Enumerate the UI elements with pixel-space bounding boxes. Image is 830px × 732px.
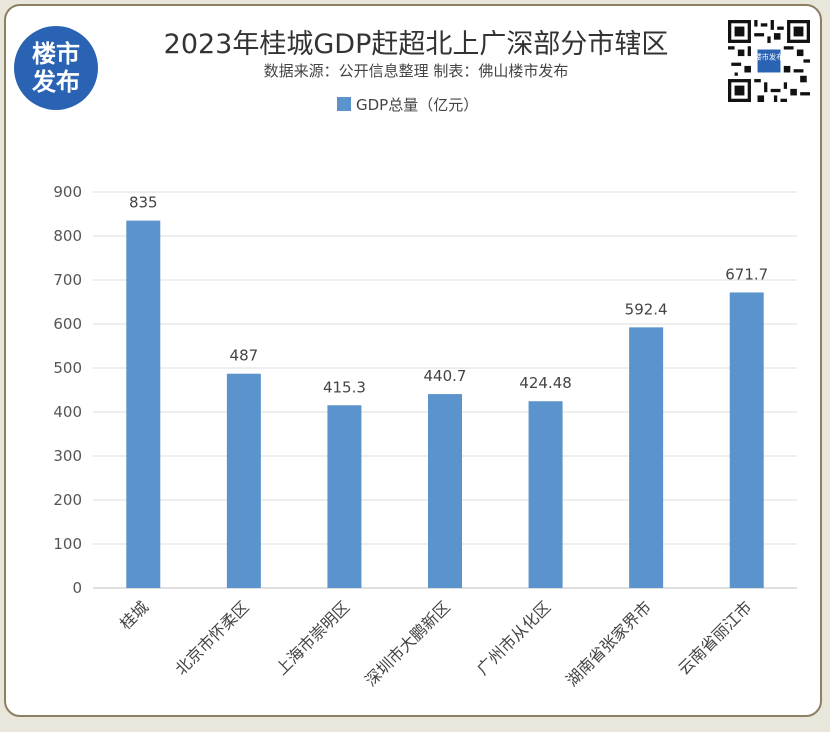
data-label: 592.4 bbox=[625, 300, 668, 318]
x-tick-label: 上海市崇明区 bbox=[272, 597, 353, 678]
qr-code-icon: 楼市发布 bbox=[728, 20, 810, 102]
bar bbox=[126, 220, 161, 588]
x-tick-label: 北京市怀柔区 bbox=[171, 597, 252, 678]
x-tick-label: 深圳市大鹏新区 bbox=[361, 597, 454, 690]
brand-logo: 楼市 发布 bbox=[14, 26, 98, 110]
y-tick-label: 700 bbox=[53, 271, 82, 289]
x-tick-label: 广州市从化区 bbox=[473, 597, 554, 678]
chart-title: 2023年桂城GDP赶超北上广深部分市辖区 bbox=[163, 29, 669, 60]
y-tick-label: 800 bbox=[53, 227, 82, 245]
y-tick-label: 100 bbox=[53, 535, 82, 553]
bar bbox=[528, 401, 563, 588]
y-tick-label: 0 bbox=[72, 579, 82, 597]
x-axis: 桂城 北京市怀柔区 上海市崇明区 深圳市大鹏新区 广州市从化区 湖南省张家界市 云南省丽江市 bbox=[116, 597, 756, 690]
data-label: 415.3 bbox=[323, 378, 366, 396]
y-tick-label: 300 bbox=[53, 447, 82, 465]
legend-label: GDP总量（亿元） bbox=[356, 96, 478, 114]
bar bbox=[327, 405, 362, 588]
data-label: 487 bbox=[230, 347, 259, 365]
data-label: 440.7 bbox=[424, 367, 467, 385]
x-tick-label: 桂城 bbox=[116, 597, 152, 633]
y-tick-label: 600 bbox=[53, 315, 82, 333]
qr-center-label: 楼市发布 bbox=[755, 52, 784, 61]
bar bbox=[729, 292, 764, 588]
y-tick-label: 200 bbox=[53, 491, 82, 509]
logo-line-1: 楼市 bbox=[32, 39, 80, 68]
legend-swatch bbox=[337, 97, 351, 111]
data-label: 671.7 bbox=[725, 265, 768, 283]
y-tick-label: 400 bbox=[53, 403, 82, 421]
data-label: 424.48 bbox=[519, 374, 572, 392]
bar bbox=[226, 373, 261, 588]
bar bbox=[428, 394, 462, 588]
chart-legend: GDP总量（亿元） bbox=[337, 96, 478, 114]
bar bbox=[629, 327, 664, 588]
x-tick-label: 湖南省张家界市 bbox=[562, 597, 655, 690]
logo-line-2: 发布 bbox=[32, 67, 80, 96]
y-axis: 0 100 200 300 400 500 600 700 800 900 bbox=[53, 183, 82, 597]
y-tick-label: 500 bbox=[53, 359, 82, 377]
chart-subtitle: 数据来源：公开信息整理 制表：佛山楼市发布 bbox=[263, 62, 569, 80]
bars: 835 487 415.3 440.7 424.48 592.4 671.7 bbox=[126, 194, 768, 588]
x-tick-label: 云南省丽江市 bbox=[674, 597, 755, 678]
data-label: 835 bbox=[129, 194, 158, 212]
y-tick-label: 900 bbox=[53, 183, 82, 201]
